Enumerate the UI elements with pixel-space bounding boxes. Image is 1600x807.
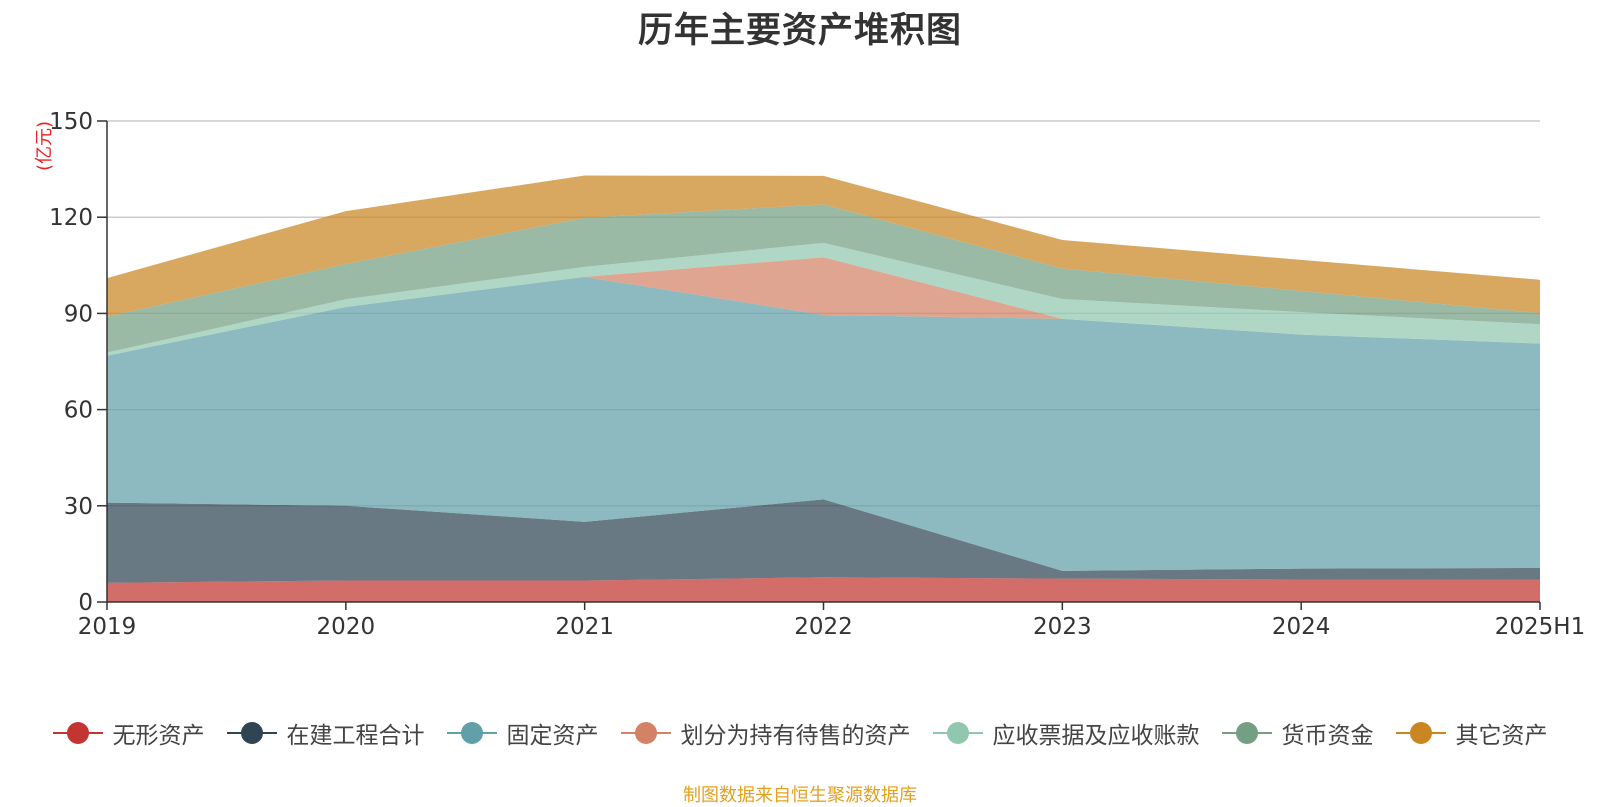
legend-marker-icon — [1221, 722, 1272, 744]
legend-item[interactable]: 其它资产 — [1395, 716, 1548, 750]
legend-marker-icon — [1395, 722, 1446, 744]
legend-label: 在建工程合计 — [286, 723, 425, 749]
source-note: 制图数据来自恒生聚源数据库 — [683, 785, 917, 806]
y-tick-label: 30 — [64, 494, 93, 520]
legend-label: 货币资金 — [1281, 723, 1374, 749]
y-tick-label: 120 — [49, 205, 93, 231]
legend-marker-icon — [446, 722, 497, 744]
area-series-3 — [107, 257, 1540, 356]
y-tick-label: 0 — [78, 590, 93, 616]
legend-label: 固定资产 — [506, 723, 599, 749]
legend-label: 其它资产 — [1455, 723, 1548, 749]
x-tick-label: 2019 — [78, 614, 137, 640]
x-tick-label: 2022 — [794, 614, 853, 640]
x-tick-label: 2021 — [555, 614, 614, 640]
chart-title: 历年主要资产堆积图 — [637, 11, 962, 51]
x-tick-label: 2025H1 — [1495, 614, 1585, 640]
legend-label: 应收票据及应收账款 — [992, 723, 1200, 749]
legend-label: 划分为持有待售的资产 — [680, 723, 911, 749]
legend-marker-icon — [226, 722, 277, 744]
legend-label: 无形资产 — [112, 723, 205, 749]
legend-item[interactable]: 在建工程合计 — [226, 716, 425, 750]
legend-marker-icon — [932, 722, 983, 744]
axes: 0 30 60 90 120 150 2019 2020 2021 2022 2023 2024 202… — [34, 109, 1585, 640]
legend-marker-icon — [620, 722, 671, 744]
area-series-2 — [107, 276, 1540, 571]
legend-item[interactable]: 货币资金 — [1221, 716, 1374, 750]
area-series-4 — [107, 242, 1540, 356]
area-series-1 — [107, 499, 1540, 583]
area-series-6 — [107, 175, 1540, 317]
y-tick-label: 90 — [64, 301, 93, 327]
y-tick-label: 60 — [64, 398, 93, 424]
legend-item[interactable]: 固定资产 — [446, 716, 599, 750]
x-tick-label: 2020 — [317, 614, 376, 640]
x-tick-label: 2024 — [1272, 614, 1331, 640]
legend-item[interactable]: 划分为持有待售的资产 — [620, 716, 911, 750]
legend: 无形资产 在建工程合计 固定资产 划分为持有待售的资产 应收票据及应收账款 货币资金 其它资… — [0, 716, 1600, 750]
x-tick-label: 2023 — [1033, 614, 1092, 640]
y-tick-label: 150 — [49, 109, 93, 135]
legend-item[interactable]: 应收票据及应收账款 — [932, 716, 1200, 750]
area-series — [107, 175, 1540, 602]
legend-item[interactable]: 无形资产 — [52, 716, 205, 750]
area-series-0 — [107, 577, 1540, 602]
area-series-5 — [107, 204, 1540, 353]
y-axis-unit-label: (亿元) — [34, 121, 55, 171]
legend-marker-icon — [52, 722, 103, 744]
